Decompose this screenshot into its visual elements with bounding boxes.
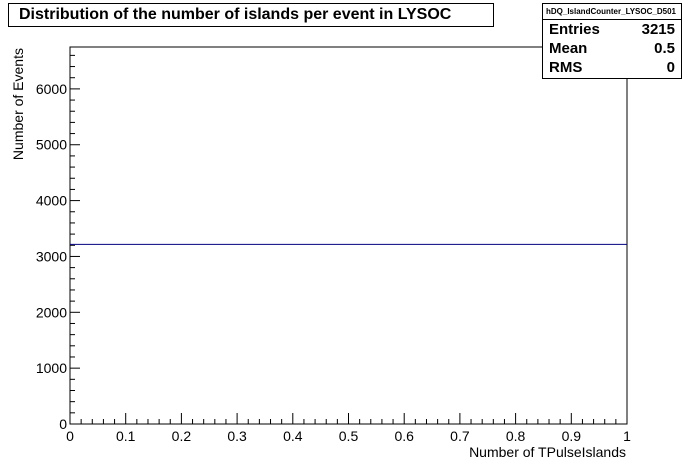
stats-row-mean: Mean 0.5 <box>543 39 681 58</box>
y-axis-label: Number of Events <box>10 48 26 160</box>
stats-value: 0 <box>666 59 675 76</box>
x-tick-label: 0.1 <box>116 428 136 444</box>
y-tick-label: 2000 <box>36 304 67 320</box>
x-tick-label: 0.4 <box>283 428 303 444</box>
y-axis-tick-labels: 0 1000 2000 3000 4000 5000 6000 <box>36 81 67 432</box>
y-tick-label: 0 <box>59 416 67 432</box>
x-tick-label: 0.9 <box>562 428 582 444</box>
stats-label: Mean <box>549 40 588 57</box>
x-tick-label: 0.7 <box>450 428 470 444</box>
x-tick-label: 0.2 <box>172 428 192 444</box>
x-tick-label: 1 <box>623 428 631 444</box>
x-tick-label: 0.6 <box>394 428 414 444</box>
x-axis-ticks <box>69 413 628 424</box>
chart-title: Distribution of the number of islands pe… <box>8 3 494 27</box>
y-tick-label: 1000 <box>36 360 67 376</box>
stats-value: 3215 <box>641 21 675 38</box>
x-axis-tick-labels: 0 0.1 0.2 0.3 0.4 0.5 0.6 0.7 0.8 0.9 1 <box>66 428 631 444</box>
stats-label: RMS <box>549 59 583 76</box>
y-tick-label: 4000 <box>36 193 67 209</box>
stats-label: Entries <box>549 21 600 38</box>
x-tick-label: 0.3 <box>227 428 247 444</box>
stats-row-entries: Entries 3215 <box>543 20 681 39</box>
y-axis-ticks <box>70 54 80 425</box>
y-tick-label: 6000 <box>36 81 67 97</box>
x-tick-label: 0.8 <box>506 428 526 444</box>
plot-frame <box>69 46 628 425</box>
stats-histogram-name: hDQ_IslandCounter_LYSOC_D501 <box>543 4 681 20</box>
stats-row-rms: RMS 0 <box>543 58 681 77</box>
y-tick-label: 5000 <box>36 137 67 153</box>
x-tick-label: 0 <box>66 428 74 444</box>
stats-box: hDQ_IslandCounter_LYSOC_D501 Entries 321… <box>542 3 682 79</box>
stats-value: 0.5 <box>654 40 675 57</box>
y-tick-label: 3000 <box>36 248 67 264</box>
x-tick-label: 0.5 <box>339 428 359 444</box>
x-axis-label: Number of TPulseIslands <box>469 444 626 460</box>
